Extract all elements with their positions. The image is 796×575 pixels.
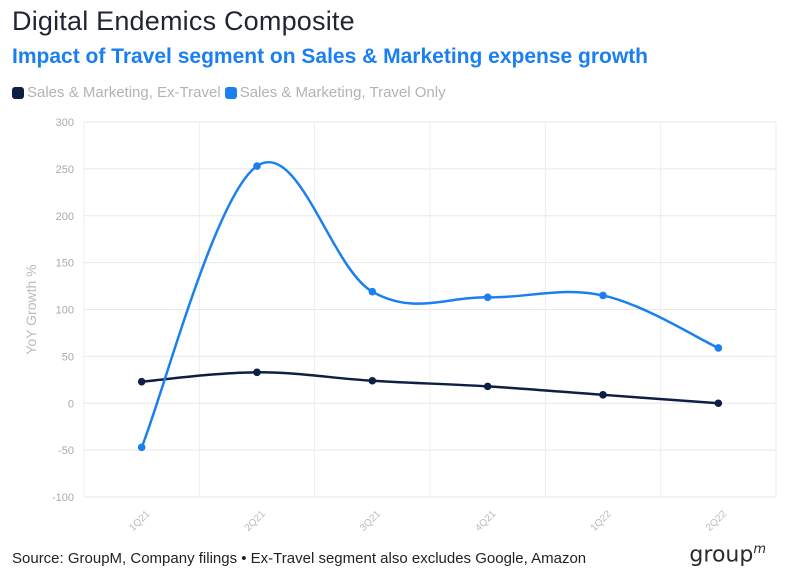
legend-swatch-ex-travel bbox=[12, 86, 24, 99]
x-tick-label: 3Q21 bbox=[358, 508, 383, 533]
data-point-ex-travel bbox=[137, 377, 146, 386]
x-tick-label: 4Q21 bbox=[473, 508, 498, 533]
y-tick-label: 150 bbox=[56, 258, 74, 270]
y-tick-label: 250 bbox=[56, 164, 74, 176]
data-point-ex-travel bbox=[483, 382, 492, 391]
x-tick-label: 1Q22 bbox=[589, 508, 614, 533]
data-point-ex-travel bbox=[599, 391, 607, 399]
chart-legend: Sales & Marketing, Ex-Travel Sales & Mar… bbox=[12, 84, 450, 101]
data-point-travel-only bbox=[599, 291, 607, 300]
y-tick-label: 300 bbox=[56, 117, 74, 129]
legend-label-travel-only: Sales & Marketing, Travel Only bbox=[239, 84, 446, 101]
data-point-ex-travel bbox=[253, 368, 261, 377]
brand-logo-text: group bbox=[689, 542, 754, 568]
data-point-travel-only bbox=[137, 443, 146, 452]
source-note: Source: GroupM, Company filings • Ex-Tra… bbox=[12, 550, 587, 567]
series-line-ex-travel bbox=[141, 371, 719, 405]
legend-item-ex-travel[interactable]: Sales & Marketing, Ex-Travel bbox=[12, 84, 221, 101]
legend-item-travel-only[interactable]: Sales & Marketing, Travel Only bbox=[224, 84, 446, 101]
data-point-ex-travel bbox=[714, 399, 723, 408]
y-axis-label: YoY Growth % bbox=[23, 264, 39, 354]
data-point-ex-travel bbox=[368, 376, 377, 385]
x-tick-label: 2Q22 bbox=[704, 508, 729, 533]
data-point-travel-only bbox=[714, 344, 723, 352]
y-tick-label: 100 bbox=[56, 305, 74, 317]
data-point-travel-only bbox=[483, 293, 492, 302]
brand-logo: groupm bbox=[689, 542, 766, 567]
y-tick-label: 0 bbox=[68, 398, 74, 410]
y-tick-label: -100 bbox=[52, 492, 74, 504]
y-tick-label: 200 bbox=[56, 211, 74, 223]
chart-title: Digital Endemics Composite bbox=[12, 6, 355, 36]
legend-label-ex-travel: Sales & Marketing, Ex-Travel bbox=[27, 84, 221, 101]
y-tick-label: 50 bbox=[62, 351, 74, 363]
legend-swatch-travel-only bbox=[224, 86, 237, 99]
y-tick-label: -50 bbox=[58, 445, 74, 457]
data-point-travel-only bbox=[368, 287, 377, 296]
data-point-travel-only bbox=[253, 162, 261, 170]
brand-logo-sup: m bbox=[753, 542, 766, 557]
chart-subtitle: Impact of Travel segment on Sales & Mark… bbox=[12, 45, 649, 68]
x-tick-label: 2Q21 bbox=[243, 508, 268, 533]
x-tick-label: 1Q21 bbox=[127, 508, 152, 533]
